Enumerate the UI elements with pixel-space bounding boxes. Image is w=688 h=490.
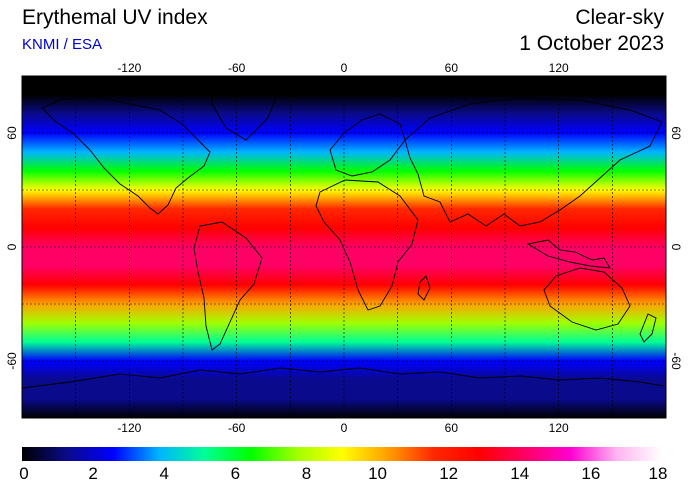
colorbar-tick-label: 14 (510, 464, 530, 483)
colorbar-tick-label: 0 (19, 464, 29, 483)
lon-tick-label-top: 0 (341, 61, 348, 75)
date-label: 1 October 2023 (519, 32, 664, 55)
coastline-africa (315, 179, 419, 311)
coastline-madagascar (417, 275, 431, 301)
map-frame (21, 75, 667, 419)
graticule (22, 76, 666, 418)
coastlines (21, 77, 665, 389)
axis-labels: -120 -120 -60 -60 0 0 60 60 120 120 60 60 0 0 -60 -60 (5, 61, 683, 435)
coastline-antarctica (21, 367, 665, 389)
lon-tick-label-bottom: 120 (549, 421, 569, 435)
coastline-australia (543, 267, 631, 331)
colorbar-tick-label: 10 (368, 464, 388, 483)
lon-tick-label-top: 60 (445, 61, 459, 75)
lat-tick-label-left: 0 (5, 243, 19, 250)
lat-tick-label-left: -60 (5, 352, 19, 370)
coastline-asia (404, 97, 663, 227)
colorbar-tick-label: 16 (581, 464, 601, 483)
coastline-new-zealand (639, 313, 657, 343)
coastline-indonesia (526, 239, 611, 269)
lat-tick-label-left: 60 (5, 126, 19, 140)
colorbar-tick-label: 12 (439, 464, 459, 483)
lat-tick-label-right: 60 (669, 126, 683, 140)
coastline-south-america (193, 221, 263, 351)
data-source-label: KNMI / ESA (22, 36, 103, 53)
lon-tick-label-top: -60 (228, 61, 246, 75)
lon-tick-label-bottom: -60 (228, 421, 246, 435)
colorbar-tick-label: 6 (230, 464, 241, 483)
colorbar-tick-label: 18 (648, 464, 668, 483)
sky-condition-label: Clear-sky (575, 6, 664, 29)
lat-tick-label-right: -60 (669, 352, 683, 370)
lon-tick-label-bottom: -120 (117, 421, 141, 435)
lon-tick-label-bottom: 0 (341, 421, 348, 435)
coastline-north-america (41, 95, 211, 215)
coastline-greenland (211, 77, 279, 141)
colorbar-tick-label: 2 (88, 464, 98, 483)
uv-colorbar (22, 447, 662, 461)
colorbar-tick-label: 4 (159, 464, 169, 483)
lon-tick-label-top: -120 (117, 61, 141, 75)
lon-tick-label-bottom: 60 (445, 421, 459, 435)
colorbar-tick-label: 8 (301, 464, 312, 483)
map-title: Erythemal UV index (22, 6, 208, 29)
lat-tick-label-right: 0 (669, 244, 683, 251)
lon-tick-label-top: 120 (549, 61, 569, 75)
